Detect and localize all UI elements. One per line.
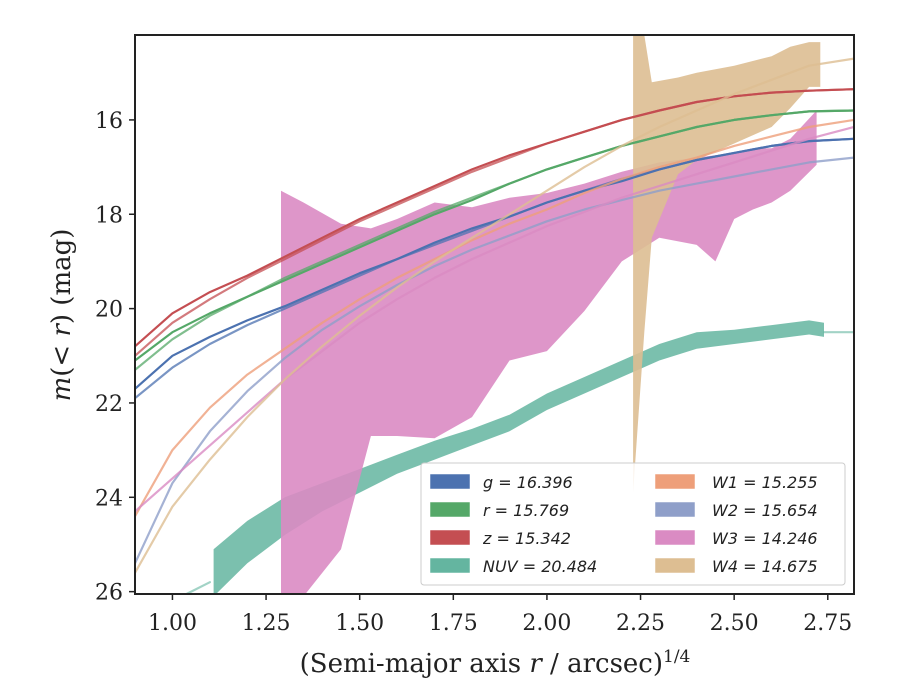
series-line-r-model: [135, 109, 854, 371]
legend-items: g = 16.396 r = 15.769 z = 15.342 NUV = 20.4…: [429, 473, 818, 576]
y-axis-title: m(< r) (mag): [47, 229, 77, 402]
x-tick-label: 2.25: [616, 611, 665, 636]
series-line-w4-model: [135, 57, 854, 574]
legend-label: NUV = 20.484: [483, 557, 597, 576]
legend-swatch: [429, 529, 471, 546]
x-tick-label: 2.75: [803, 611, 852, 636]
lines-layer: [135, 57, 854, 594]
legend-swatch: [654, 473, 696, 490]
legend-item: W2 = 15.654: [654, 501, 818, 520]
legend-item: W4 = 14.675: [654, 557, 818, 576]
plot-area: [135, 35, 854, 594]
series-line-w1: [135, 118, 854, 518]
y-tick-label: 22: [95, 392, 123, 417]
legend-label: z = 15.342: [482, 529, 571, 548]
legend-swatch: [654, 501, 696, 518]
bands-layer: [213, 35, 824, 594]
x-tick-label: 1.25: [242, 611, 291, 636]
x-tick-label: 2.00: [522, 611, 571, 636]
legend-item: r = 15.769: [429, 501, 569, 520]
legend-label: g = 16.396: [483, 473, 573, 492]
legend-swatch: [429, 557, 471, 574]
band-w4: [633, 35, 821, 493]
y-tick-label: 18: [95, 203, 123, 228]
legend-swatch: [654, 529, 696, 546]
legend-label: r = 15.769: [483, 501, 569, 520]
legend-label: W1 = 15.255: [712, 473, 818, 492]
legend-item: NUV = 20.484: [429, 557, 597, 576]
plot-frame: [134, 34, 855, 595]
legend-item: W1 = 15.255: [654, 473, 818, 492]
series-line-g-model: [135, 137, 854, 400]
legend-label: W2 = 15.654: [712, 501, 818, 520]
x-tick-label: 1.50: [335, 611, 384, 636]
series-line-w3-model: [135, 125, 854, 513]
x-axis-ticks: 1.00 1.25 1.50 1.75 2.00 2.25 2.50 2.75: [148, 594, 852, 636]
legend: g = 16.396 r = 15.769 z = 15.342 NUV = 20.4…: [420, 462, 846, 586]
y-tick-label: 20: [95, 298, 123, 323]
legend-swatch: [429, 473, 471, 490]
y-tick-label: 26: [95, 581, 123, 606]
x-tick-label: 1.00: [148, 611, 197, 636]
legend-swatch: [654, 557, 696, 574]
x-tick-label: 2.50: [710, 611, 759, 636]
y-axis-ticks: 16 18 20 22 24 26: [95, 109, 135, 606]
legend-item: W3 = 14.246: [654, 529, 818, 548]
y-tick-label: 16: [95, 109, 123, 134]
legend-label: W4 = 14.675: [712, 557, 818, 576]
band-w3: [281, 110, 817, 594]
x-axis-title: (Semi-major axis r / arcsec)1/4: [300, 647, 691, 679]
y-tick-label: 24: [95, 486, 123, 511]
x-tick-label: 1.75: [429, 611, 478, 636]
legend-swatch: [429, 501, 471, 518]
series-line-nuv-model: [184, 581, 211, 594]
legend-item: z = 15.342: [429, 529, 571, 548]
series-line-w2: [135, 156, 854, 565]
legend-label: W3 = 14.246: [712, 529, 818, 548]
legend-item: g = 16.396: [429, 473, 573, 492]
legend-box: [420, 462, 846, 586]
